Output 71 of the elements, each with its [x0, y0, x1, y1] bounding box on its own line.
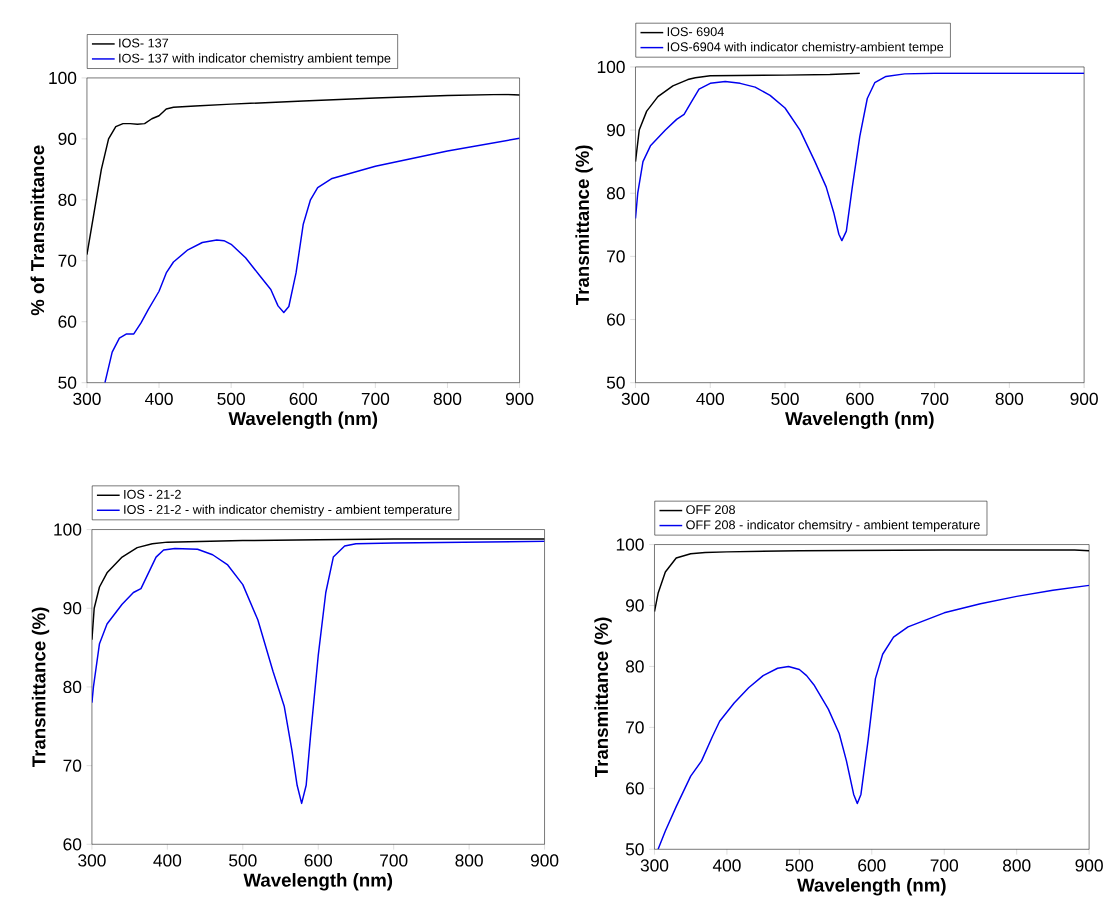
line-series — [91, 540, 545, 805]
x-tick-label: 800 — [995, 392, 1024, 405]
legend-label: IOS- 137 — [119, 38, 169, 48]
x-tick-label: 900 — [530, 854, 559, 867]
y-axis-title: Transmittance (%) — [594, 617, 612, 777]
y-tick-label: 90 — [625, 599, 644, 612]
x-axis-title: Wavelength (nm) — [797, 877, 946, 896]
y-axis-title: Transmittance (%) — [575, 145, 593, 305]
x-tick-label: 500 — [217, 392, 245, 405]
x-tick-label: 300 — [78, 854, 106, 867]
y-tick-label: 80 — [63, 680, 82, 693]
y-tick-label: 100 — [49, 71, 77, 84]
y-tick-label: 80 — [606, 186, 625, 200]
x-tick-label: 700 — [380, 854, 408, 867]
y-tick-label: 90 — [58, 132, 77, 145]
x-tick-label: 400 — [144, 392, 173, 405]
x-axis-title: Wavelength (nm) — [228, 411, 378, 429]
y-tick-label: 90 — [607, 123, 625, 137]
x-tick-label: 900 — [505, 392, 534, 405]
y-tick-label: 60 — [607, 313, 625, 326]
y-tick-label: 100 — [616, 538, 644, 551]
x-tick-label: 300 — [640, 859, 669, 872]
x-tick-label: 300 — [621, 392, 650, 405]
x-tick-label: 500 — [771, 392, 799, 405]
x-tick-label: 600 — [846, 392, 874, 405]
x-tick-label: 700 — [930, 859, 959, 872]
y-tick-label: 50 — [606, 376, 625, 389]
legend-label: OFF 208 — [686, 505, 735, 514]
y-tick-label: 60 — [626, 782, 644, 795]
y-tick-label: 70 — [63, 759, 82, 772]
line-series — [657, 584, 1090, 850]
x-tick-label: 600 — [858, 859, 886, 872]
y-axis-title: % of Transmittance — [30, 145, 45, 316]
x-tick-label: 600 — [289, 392, 318, 405]
x-tick-label: 400 — [696, 392, 725, 405]
x-tick-label: 700 — [921, 392, 949, 405]
x-tick-label: 800 — [433, 392, 462, 405]
x-tick-label: 500 — [229, 854, 257, 867]
line-series — [104, 137, 520, 383]
x-tick-label: 900 — [1075, 859, 1103, 872]
x-tick-label: 400 — [153, 854, 182, 867]
x-tick-label: 300 — [73, 392, 101, 405]
x-tick-label: 800 — [455, 854, 483, 867]
legend-label: OFF 208 - indicator chemsitry - ambient temperature — [686, 519, 980, 532]
y-tick-label: 60 — [63, 838, 82, 851]
y-tick-label: 50 — [58, 376, 77, 389]
legend-label: IOS - 21-2 - with indicator chemistry - ambient temperature — [124, 504, 452, 517]
y-tick-label: 70 — [58, 254, 77, 267]
legend-label: IOS- 6904 — [667, 27, 724, 37]
x-tick-label: 500 — [785, 859, 814, 872]
legend-label: IOS-6904 with indicator chemistry-ambient tempe — [667, 41, 944, 54]
line-series — [635, 72, 1085, 242]
y-tick-label: 100 — [54, 523, 82, 536]
legend-label: IOS- 137 with indicator chemistry ambient tempe — [119, 53, 391, 66]
y-tick-label: 90 — [63, 602, 82, 615]
y-tick-label: 70 — [626, 721, 644, 734]
y-tick-label: 50 — [625, 843, 644, 856]
x-tick-label: 800 — [1002, 859, 1031, 872]
x-axis-title: Wavelength (nm) — [785, 411, 934, 429]
x-tick-label: 700 — [361, 392, 390, 405]
y-tick-label: 80 — [625, 660, 644, 673]
y-tick-label: 100 — [597, 60, 625, 73]
y-tick-label: 70 — [607, 250, 625, 263]
x-axis-title: Wavelength (nm) — [243, 872, 393, 891]
x-tick-label: 600 — [304, 854, 333, 867]
x-tick-label: 400 — [712, 859, 741, 872]
y-tick-label: 60 — [58, 315, 77, 328]
y-tick-label: 80 — [58, 193, 77, 206]
x-tick-label: 900 — [1070, 392, 1098, 405]
y-axis-title: Transmittance (%) — [31, 607, 50, 767]
legend-label: IOS - 21-2 — [124, 489, 181, 499]
